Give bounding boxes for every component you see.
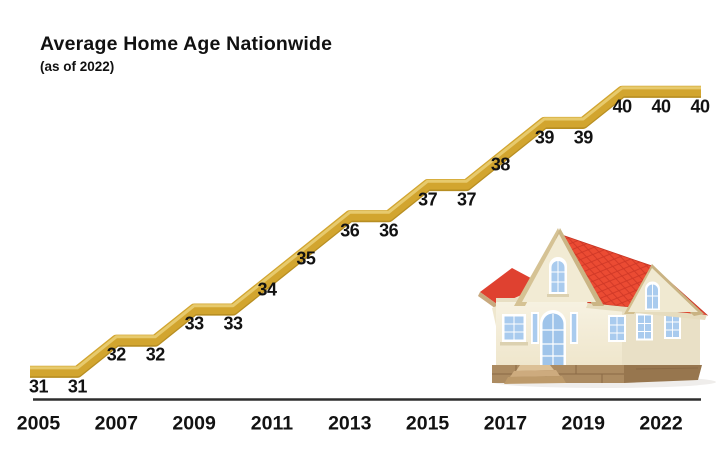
window-mullions	[504, 316, 524, 340]
value-label: 33	[223, 313, 244, 334]
window-glass	[571, 314, 577, 342]
value-label: 39	[573, 127, 594, 148]
value-label: 34	[257, 279, 277, 300]
value-label: 31	[28, 376, 49, 396]
house-illustration	[478, 228, 716, 388]
house-front-window	[500, 314, 528, 346]
step-line-highlight	[30, 86, 702, 370]
window-sill	[547, 294, 569, 297]
x-axis-tick-label: 2005	[16, 412, 61, 435]
value-label: 36	[379, 220, 399, 241]
house-step	[516, 365, 554, 371]
house-side-window	[636, 313, 653, 341]
value-label: 36	[340, 220, 360, 241]
value-label: 31	[67, 376, 88, 396]
x-axis-tick-label: 2011	[250, 412, 294, 435]
value-label: 40	[651, 96, 672, 116]
x-axis-tick-label: 2022	[639, 412, 683, 435]
value-label: 39	[534, 127, 555, 148]
x-axis-tick-label: 2017	[483, 412, 528, 435]
window-mullions	[638, 315, 651, 339]
window-mullions	[647, 284, 658, 309]
house-gable-window	[547, 257, 569, 297]
window-mullions	[551, 259, 565, 292]
house-front-gable-fascia	[514, 228, 562, 306]
value-label: 37	[418, 189, 438, 210]
value-label: 38	[490, 154, 511, 175]
chart-title: Average Home Age Nationwide	[40, 33, 333, 55]
house-base-side	[624, 365, 702, 383]
value-label: 40	[690, 96, 710, 116]
house-side-window	[608, 315, 626, 342]
window-sill	[500, 342, 528, 346]
house-door	[540, 310, 566, 365]
house-left-wing-roof	[480, 268, 542, 312]
house-steps	[504, 365, 566, 384]
step-line	[30, 85, 706, 377]
house-door-sidelight	[531, 312, 539, 344]
window-mullions	[610, 317, 624, 340]
value-label: 32	[106, 344, 127, 365]
x-axis-tick-label: 2015	[405, 412, 450, 435]
x-axis-tick-label: 2019	[561, 412, 605, 435]
value-label: 33	[184, 313, 205, 334]
door-mullions	[542, 314, 564, 365]
x-axis-tick-label: 2009	[172, 412, 216, 435]
house-door-sidelight	[570, 312, 578, 344]
value-label: 40	[612, 96, 633, 116]
value-label: 37	[456, 189, 477, 210]
house-front-gable-fascia	[556, 228, 604, 306]
window-mullions	[666, 314, 679, 337]
x-axis-tick-label: 2013	[328, 412, 372, 435]
house-right-gable-fascia	[648, 264, 704, 316]
house-step	[510, 370, 560, 377]
chart-subtitle: (as of 2022)	[40, 59, 115, 74]
house-step	[504, 376, 566, 384]
value-label: 35	[296, 248, 316, 269]
value-label: 32	[145, 344, 166, 365]
x-axis-tick-label: 2007	[94, 412, 139, 435]
house-side-window	[664, 312, 681, 339]
house-gable-window	[645, 281, 660, 310]
title-block: Average Home Age Nationwide (as of 2022)	[40, 33, 332, 74]
window-glass	[532, 314, 538, 342]
